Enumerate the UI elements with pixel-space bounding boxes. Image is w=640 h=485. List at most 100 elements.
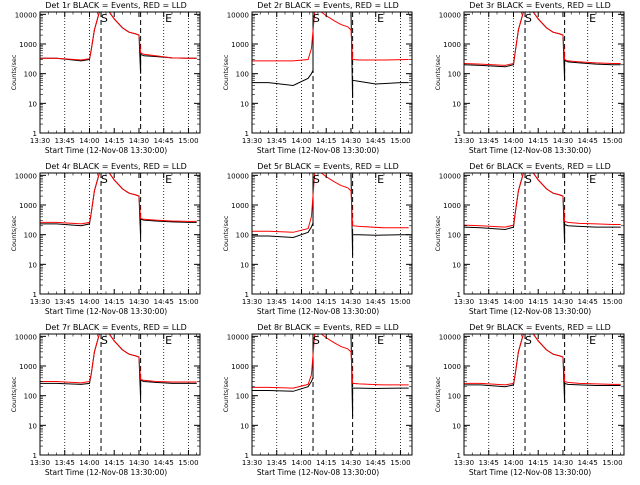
x-tick-label: 14:30	[553, 137, 573, 145]
x-axis-label: Start Time (12-Nov-08 13:30:00)	[45, 468, 167, 477]
x-axis-label: Start Time (12-Nov-08 13:30:00)	[45, 146, 167, 155]
x-tick-label: 14:45	[578, 298, 598, 306]
y-tick-label: 100	[24, 71, 37, 79]
start-marker: S	[101, 173, 108, 186]
y-tick-label: 1	[457, 291, 461, 299]
x-tick-label: 14:45	[578, 137, 598, 145]
x-tick-label: 13:30	[30, 137, 50, 145]
start-marker: S	[101, 334, 108, 347]
start-marker: S	[525, 334, 532, 347]
x-axis-label: Start Time (12-Nov-08 13:30:00)	[469, 307, 591, 316]
x-tick-label: 13:30	[242, 137, 262, 145]
x-tick-label: 13:30	[242, 459, 262, 467]
x-tick-label: 13:45	[267, 459, 287, 467]
x-tick-label: 14:45	[154, 298, 174, 306]
end-marker: E	[589, 12, 596, 25]
plot-frame	[463, 11, 625, 134]
chart-title: Det 5r BLACK = Events, RED = LLD	[257, 162, 399, 171]
lld-series-line	[464, 12, 621, 66]
y-tick-label: 10000	[439, 172, 461, 180]
plot-frame	[251, 333, 413, 456]
chart-title: Det 7r BLACK = Events, RED = LLD	[45, 323, 187, 332]
lld-series-line	[40, 12, 197, 61]
y-tick-label: 10000	[15, 11, 37, 19]
start-marker: S	[313, 334, 320, 347]
y-tick-label: 100	[448, 393, 461, 401]
x-tick-label: 14:45	[154, 137, 174, 145]
y-tick-label: 1000	[231, 202, 249, 210]
x-axis-label: Start Time (12-Nov-08 13:30:00)	[469, 146, 591, 155]
events-series-line	[464, 173, 621, 244]
y-tick-label: 10000	[15, 333, 37, 341]
end-marker: E	[377, 334, 384, 347]
y-tick-label: 10000	[227, 172, 249, 180]
y-tick-label: 10000	[15, 172, 37, 180]
x-tick-label: 14:15	[104, 459, 124, 467]
x-tick-label: 15:00	[602, 137, 622, 145]
x-tick-label: 13:30	[454, 137, 474, 145]
lld-series-line	[40, 334, 197, 384]
x-tick-label: 13:45	[55, 137, 75, 145]
x-tick-label: 14:00	[79, 298, 99, 306]
x-tick-label: 14:30	[129, 298, 149, 306]
events-series-line	[40, 334, 197, 399]
x-tick-label: 14:15	[104, 298, 124, 306]
y-axis-label: Counts/sec	[222, 376, 230, 412]
y-tick-label: 100	[236, 232, 249, 240]
x-tick-label: 15:00	[178, 459, 198, 467]
y-axis-label: Counts/sec	[10, 54, 18, 90]
x-tick-label: 15:00	[390, 459, 410, 467]
x-tick-label: 15:00	[602, 298, 622, 306]
y-tick-label: 1000	[19, 202, 37, 210]
y-tick-label: 10000	[227, 11, 249, 19]
end-marker: E	[165, 173, 172, 186]
lld-series-line	[40, 173, 197, 225]
y-tick-label: 10	[28, 100, 37, 108]
x-tick-label: 14:15	[316, 298, 336, 306]
x-tick-label: 14:00	[291, 137, 311, 145]
x-tick-label: 14:00	[79, 137, 99, 145]
y-tick-label: 10	[240, 261, 249, 269]
x-tick-label: 14:45	[154, 459, 174, 467]
y-tick-label: 100	[24, 232, 37, 240]
x-tick-label: 14:30	[341, 137, 361, 145]
y-tick-label: 100	[236, 71, 249, 79]
y-tick-label: 10	[240, 100, 249, 108]
end-marker: E	[377, 173, 384, 186]
x-tick-label: 14:00	[503, 298, 523, 306]
plot-frame	[251, 172, 413, 295]
lld-series-line	[252, 12, 409, 62]
x-tick-label: 13:30	[454, 459, 474, 467]
y-tick-label: 10	[452, 422, 461, 430]
end-marker: E	[589, 173, 596, 186]
x-tick-label: 14:30	[553, 298, 573, 306]
y-tick-label: 10	[28, 422, 37, 430]
chart-panel: Det 4r BLACK = Events, RED = LLD S E 1 10 100…	[10, 162, 201, 316]
y-axis-label: Counts/sec	[222, 215, 230, 251]
x-tick-label: 14:15	[528, 298, 548, 306]
x-tick-label: 14:15	[528, 459, 548, 467]
chart-panel: Det 7r BLACK = Events, RED = LLD S E 1 10 100…	[10, 323, 201, 477]
y-tick-label: 1000	[231, 363, 249, 371]
x-axis-label: Start Time (12-Nov-08 13:30:00)	[257, 307, 379, 316]
x-tick-label: 14:45	[366, 459, 386, 467]
events-series-line	[252, 334, 409, 417]
y-tick-label: 1	[245, 291, 249, 299]
events-series-line	[252, 12, 409, 99]
y-tick-label: 1000	[443, 202, 461, 210]
x-tick-label: 13:45	[479, 137, 499, 145]
chart-title: Det 3r BLACK = Events, RED = LLD	[469, 1, 611, 10]
x-tick-label: 14:45	[366, 298, 386, 306]
x-tick-label: 13:45	[479, 298, 499, 306]
x-tick-label: 14:30	[341, 298, 361, 306]
y-tick-label: 10	[240, 422, 249, 430]
lld-series-line	[252, 334, 409, 389]
x-axis-label: Start Time (12-Nov-08 13:30:00)	[45, 307, 167, 316]
x-tick-label: 14:00	[291, 298, 311, 306]
y-tick-label: 100	[236, 393, 249, 401]
x-tick-label: 13:45	[267, 298, 287, 306]
start-marker: S	[101, 12, 108, 25]
x-tick-label: 13:45	[55, 459, 75, 467]
chart-panel: Det 2r BLACK = Events, RED = LLD S E 1 10 100…	[222, 1, 413, 155]
